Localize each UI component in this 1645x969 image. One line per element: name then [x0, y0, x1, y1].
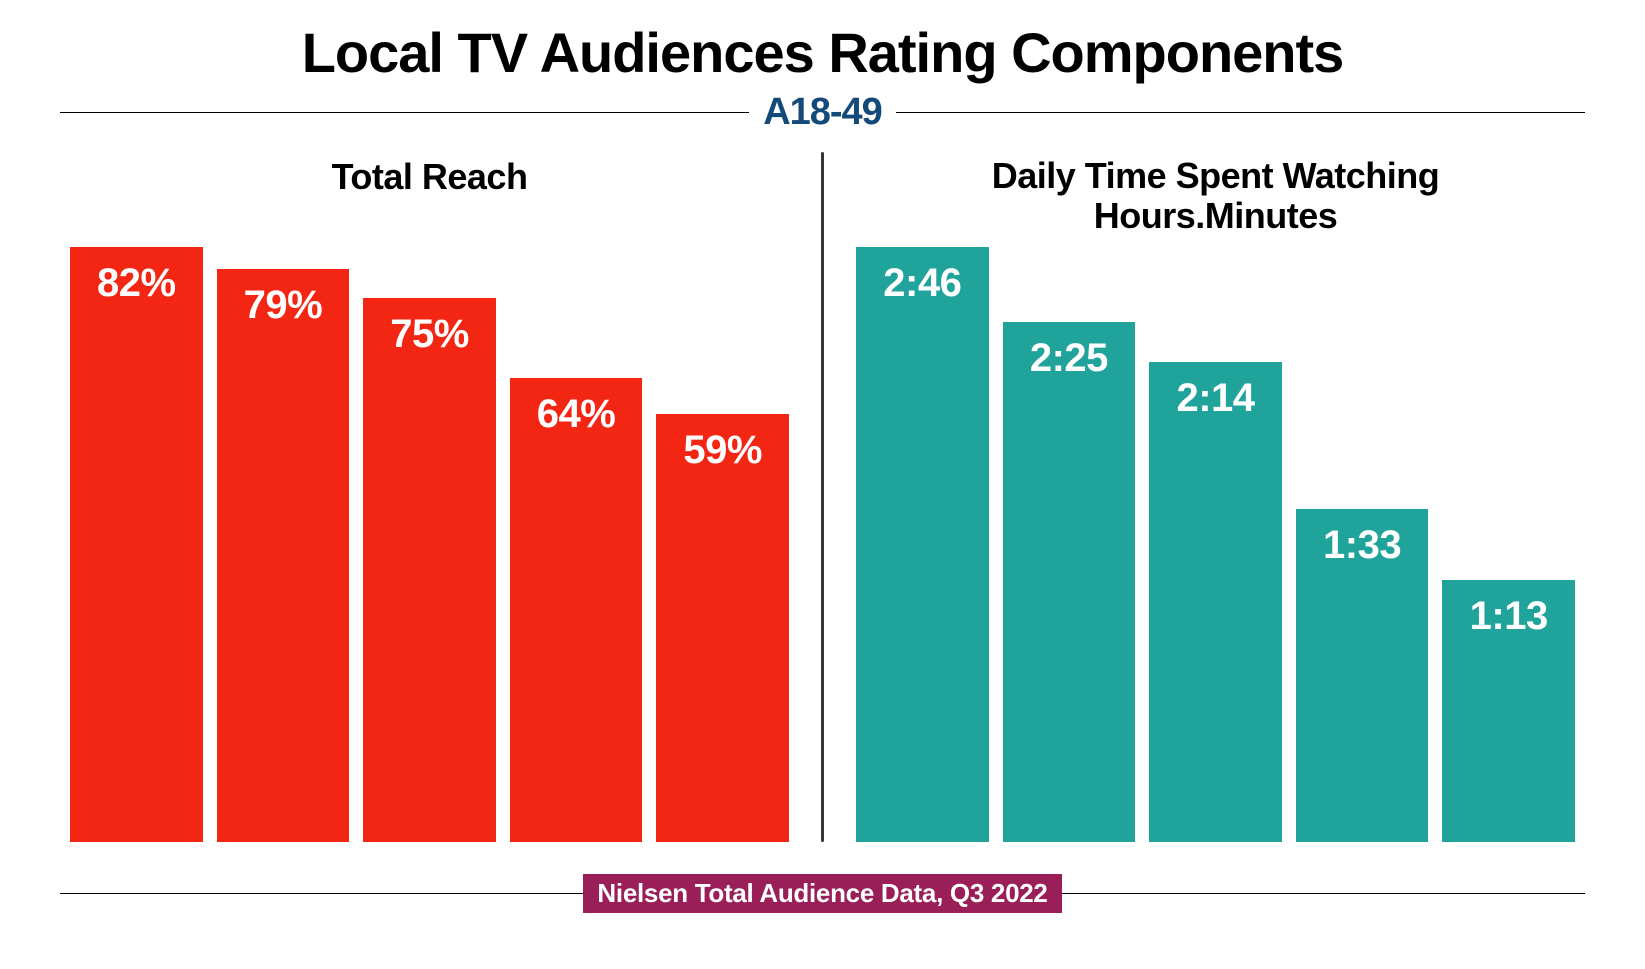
- bar: 64%: [510, 378, 643, 842]
- main-title: Local TV Audiences Rating Components: [60, 20, 1585, 85]
- bar-label: 82%: [97, 247, 176, 306]
- bar: 82%: [70, 247, 203, 842]
- bar: 1:13: [1442, 580, 1575, 842]
- bar: 1:33: [1296, 509, 1429, 842]
- bar-label: 79%: [244, 269, 323, 328]
- bar-label: 2:46: [883, 247, 961, 306]
- bar-label: 75%: [390, 298, 469, 357]
- bar-label: 1:33: [1323, 509, 1401, 568]
- bar: 2:25: [1003, 322, 1136, 842]
- bar-label: 2:25: [1030, 322, 1108, 381]
- left-bars: 82% 79% 75% 64% 59%: [60, 247, 799, 842]
- right-bars: 2:46 2:25 2:14 1:33 1:13: [846, 247, 1585, 842]
- left-chart-title: Total Reach: [60, 152, 799, 247]
- footer-rule-right: [1062, 893, 1585, 894]
- bar-label: 1:13: [1470, 580, 1548, 639]
- right-chart-title-line2: Hours.Minutes: [992, 196, 1440, 236]
- bar-label: 59%: [683, 414, 762, 473]
- subtitle-row: A18-49: [60, 91, 1585, 134]
- subtitle: A18-49: [749, 91, 896, 134]
- bar: 79%: [217, 269, 350, 842]
- footer-row: Nielsen Total Audience Data, Q3 2022: [60, 874, 1585, 913]
- rule-left: [60, 112, 749, 113]
- footer-badge: Nielsen Total Audience Data, Q3 2022: [583, 874, 1061, 913]
- bar: 59%: [656, 414, 789, 842]
- bar: 2:14: [1149, 362, 1282, 842]
- right-chart: Daily Time Spent Watching Hours.Minutes …: [846, 152, 1585, 842]
- rule-right: [896, 112, 1585, 113]
- charts-row: Total Reach 82% 79% 75% 64% 59% Daily Time S…: [60, 152, 1585, 842]
- bar-label: 64%: [537, 378, 616, 437]
- bar: 75%: [363, 298, 496, 842]
- footer-rule-left: [60, 893, 583, 894]
- right-chart-title: Daily Time Spent Watching Hours.Minutes: [846, 152, 1585, 247]
- vertical-divider: [821, 152, 824, 842]
- left-chart: Total Reach 82% 79% 75% 64% 59%: [60, 152, 799, 842]
- right-chart-title-line1: Daily Time Spent Watching: [992, 156, 1440, 196]
- bar-label: 2:14: [1176, 362, 1254, 421]
- bar: 2:46: [856, 247, 989, 842]
